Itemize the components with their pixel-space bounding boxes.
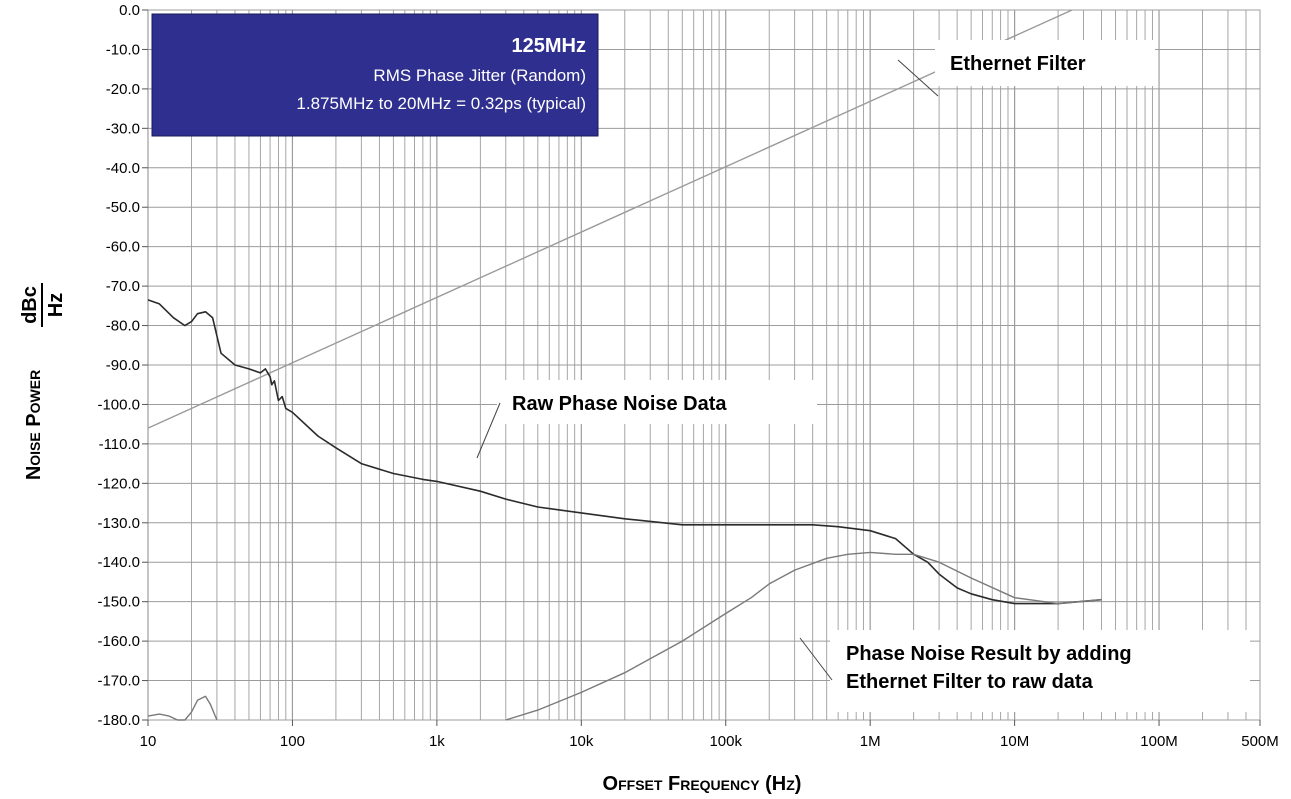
annotation-result-line2: Ethernet Filter to raw data: [846, 671, 1094, 693]
annotation-result: Phase Noise Result by adding Ethernet Fi…: [799, 630, 1250, 712]
y-tick-label: -50.0: [106, 199, 140, 216]
x-tick-label: 1k: [429, 733, 445, 750]
info-box-line1: RMS Phase Jitter (Random): [373, 66, 586, 85]
tick-layer: 0.0 -10.0 -20.0 -30.0 -40.0 -50.0 -60.0 -70.0 -8…: [97, 2, 1278, 750]
info-box-title: 125MHz: [512, 35, 586, 57]
y-tick-label: -180.0: [97, 712, 140, 729]
series-line-low-freq-result: [147, 695, 218, 721]
y-tick-label: -30.0: [106, 120, 140, 137]
y-tick-label: -40.0: [106, 160, 140, 177]
annotation-result-line1: Phase Noise Result by adding: [846, 643, 1132, 665]
annotation-ethernet-filter-box: [935, 40, 1155, 86]
info-box: 125MHz RMS Phase Jitter (Random) 1.875MH…: [151, 13, 599, 137]
y-tick-label: -10.0: [106, 41, 140, 58]
series-layer: [147, 9, 1102, 721]
y-tick-label: -140.0: [97, 554, 140, 571]
info-box-line2: 1.875MHz to 20MHz = 0.32ps (typical): [296, 94, 586, 113]
x-tick-label: 10M: [1000, 733, 1029, 750]
y-tick-label: -90.0: [106, 357, 140, 374]
y-axis-title: Noise Power dBc Hz: [19, 283, 67, 480]
y-tick-label: -80.0: [106, 318, 140, 335]
y-tick-label: -60.0: [106, 239, 140, 256]
annotation-result-leader: [799, 637, 833, 681]
annotation-raw-data-leader: [476, 402, 501, 459]
annotation-result-box: [830, 630, 1250, 712]
annotation-ethernet-filter-label: Ethernet Filter: [950, 53, 1086, 75]
y-tick-label: -130.0: [97, 515, 140, 532]
annotation-raw-data-label: Raw Phase Noise Data: [512, 393, 727, 415]
x-axis-title: Offset Frequency (Hz): [603, 773, 802, 795]
y-tick-label: -100.0: [97, 396, 140, 413]
x-tick-label: 500M: [1241, 733, 1279, 750]
annotation-raw-data: Raw Phase Noise Data: [476, 380, 817, 459]
y-axis-title-main: Noise Power: [23, 370, 45, 480]
info-box-background: [151, 13, 599, 137]
x-tick-label: 10k: [569, 733, 594, 750]
y-tick-label: -150.0: [97, 594, 140, 611]
series-line-filtered-result: [505, 551, 1102, 721]
x-tick-label: 10: [140, 733, 157, 750]
y-axis-title-numerator: dBc: [19, 286, 41, 324]
x-tick-label: 100M: [1140, 733, 1178, 750]
series-line-ethernet-filter: [147, 9, 1073, 429]
y-tick-label: -160.0: [97, 633, 140, 650]
x-tick-label: 100: [280, 733, 305, 750]
annotation-ethernet-filter: Ethernet Filter: [897, 40, 1155, 97]
y-tick-label: -70.0: [106, 278, 140, 295]
x-tick-label: 100k: [709, 733, 742, 750]
annotation-ethernet-filter-leader: [897, 59, 939, 97]
y-tick-label: -110.0: [99, 436, 140, 453]
y-tick-label: 0.0: [119, 2, 140, 19]
y-tick-label: -120.0: [97, 475, 140, 492]
y-tick-label: -170.0: [97, 673, 140, 690]
annotation-raw-data-box: [497, 380, 817, 424]
x-tick-label: 1M: [860, 733, 881, 750]
y-axis-title-denominator: Hz: [45, 293, 67, 317]
y-tick-label: -20.0: [106, 81, 140, 98]
